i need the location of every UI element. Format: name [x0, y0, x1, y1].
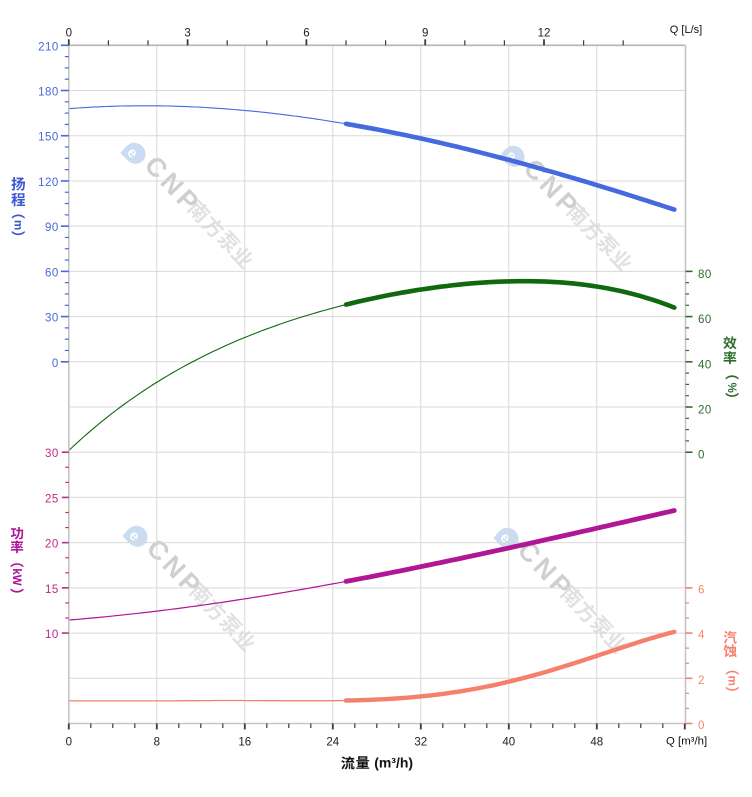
svg-text:10: 10 [45, 629, 59, 641]
svg-text:Q [L/s]: Q [L/s] [670, 24, 702, 36]
svg-text:180: 180 [38, 87, 59, 99]
svg-text:60: 60 [45, 267, 59, 279]
svg-text:32: 32 [414, 737, 427, 749]
svg-text:9: 9 [422, 28, 428, 40]
svg-text:0: 0 [698, 720, 705, 732]
svg-text:0: 0 [66, 737, 72, 749]
svg-text:m: m [11, 220, 23, 230]
svg-text:90: 90 [45, 222, 59, 234]
svg-text:Q [m³/h]: Q [m³/h] [666, 735, 707, 747]
svg-text:0: 0 [698, 450, 705, 462]
svg-text:20: 20 [45, 539, 59, 551]
svg-text:12: 12 [538, 28, 551, 40]
svg-text:6: 6 [303, 28, 309, 40]
svg-text:3: 3 [184, 28, 190, 40]
svg-text:80: 80 [698, 269, 712, 281]
svg-text:16: 16 [238, 737, 251, 749]
svg-text:0: 0 [52, 358, 59, 370]
svg-text:60: 60 [698, 314, 712, 326]
svg-text:40: 40 [698, 359, 712, 371]
svg-text:25: 25 [45, 493, 59, 505]
svg-text:kW: kW [10, 568, 22, 585]
svg-text:150: 150 [38, 132, 59, 144]
svg-text:4: 4 [698, 630, 705, 642]
svg-text:15: 15 [45, 584, 59, 596]
svg-text:20: 20 [698, 405, 712, 417]
svg-text:48: 48 [590, 737, 603, 749]
svg-text:m: m [725, 676, 737, 686]
svg-text:24: 24 [326, 737, 339, 749]
svg-text:8: 8 [154, 737, 160, 749]
svg-text:0: 0 [66, 28, 72, 40]
svg-text:120: 120 [38, 177, 59, 189]
svg-text:210: 210 [38, 41, 59, 53]
svg-text:30: 30 [45, 448, 59, 460]
svg-text:6: 6 [698, 585, 705, 597]
svg-text:40: 40 [502, 737, 515, 749]
svg-text:30: 30 [45, 313, 59, 325]
svg-text:2: 2 [698, 675, 705, 687]
svg-text:(m³/h): (m³/h) [374, 755, 413, 771]
svg-text:%: % [725, 383, 737, 393]
